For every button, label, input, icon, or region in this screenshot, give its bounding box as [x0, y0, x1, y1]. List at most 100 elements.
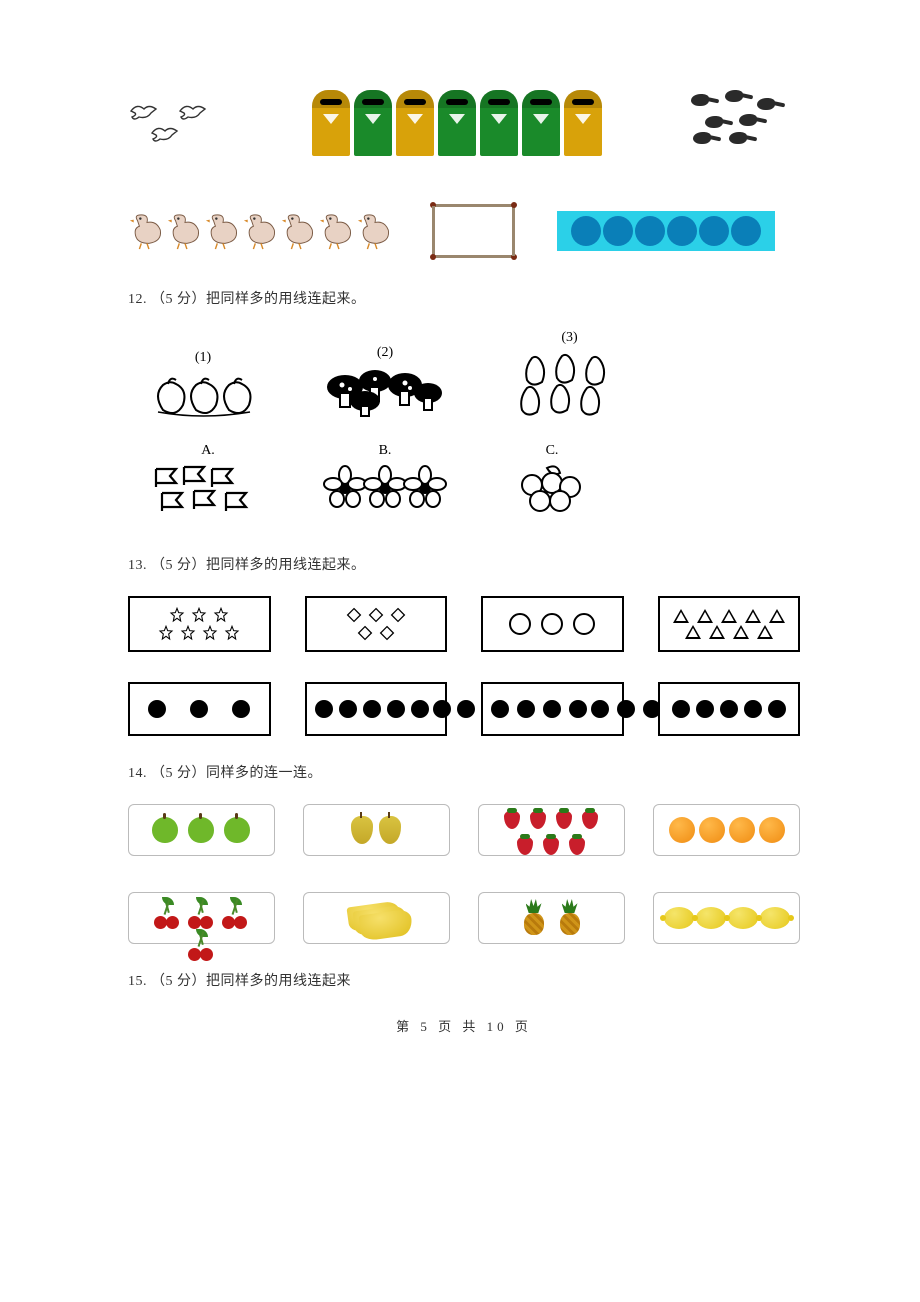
star-icon — [180, 625, 196, 641]
triangle-icon — [709, 625, 725, 639]
circle-icon — [541, 613, 563, 635]
triangle-icon — [757, 625, 773, 639]
q14-lemons — [653, 892, 800, 944]
duck-icon — [242, 211, 280, 251]
pears-icon — [512, 350, 627, 425]
q12-label-2: (2) — [320, 345, 450, 361]
tadpole-icon — [725, 90, 743, 102]
duck-icon — [280, 211, 318, 251]
strawberry-icon — [504, 811, 520, 829]
flags-icon — [148, 463, 268, 523]
dot-icon — [148, 700, 166, 718]
strawberry-icon — [517, 837, 533, 855]
tadpole-icon — [705, 116, 723, 128]
star-icon — [202, 625, 218, 641]
q13-dots-3 — [128, 682, 271, 736]
triangle-icon — [745, 609, 761, 623]
q12-label-3: (3) — [512, 330, 627, 346]
q13-body: 把同样多的用线连起来。 — [206, 558, 366, 573]
q14-bananas — [303, 892, 450, 944]
circle-icon — [603, 216, 633, 246]
triangle-icon — [697, 609, 713, 623]
q12-label-1: (1) — [148, 350, 258, 366]
dot-icon — [190, 700, 208, 718]
q14-oranges — [653, 804, 800, 856]
banana-icon — [360, 912, 412, 938]
q15-number: 15. — [128, 974, 147, 989]
q12-text: 12. （5 分）把同样多的用线连起来。 — [128, 288, 800, 308]
circle-icon — [699, 216, 729, 246]
q13-top-row — [128, 596, 800, 652]
q12-label-a: A. — [148, 443, 268, 459]
tadpole-icon — [729, 132, 747, 144]
duck-icon — [356, 211, 394, 251]
q12-item-a: A. — [148, 443, 268, 523]
grapes-icon — [502, 463, 602, 528]
mushrooms-icon — [320, 365, 450, 425]
q12-item-2: (2) — [320, 345, 450, 425]
page-footer: 第 5 页 共 10 页 — [128, 1016, 800, 1035]
dot-icon — [617, 700, 635, 718]
bird-icon — [150, 123, 180, 145]
q14-number: 14. — [128, 766, 147, 781]
q13-dots-7 — [481, 682, 624, 736]
triangle-icon — [685, 625, 701, 639]
dot-icon — [363, 700, 381, 718]
q14-body: 同样多的连一连。 — [206, 766, 322, 781]
orange-icon — [729, 817, 755, 843]
pineapple-icon — [558, 901, 582, 935]
dot-icon — [517, 700, 535, 718]
bins-group — [310, 90, 604, 156]
bird-icon — [178, 101, 208, 123]
lemon-icon — [696, 907, 726, 929]
dot-icon — [433, 700, 451, 718]
q12-label-c: C. — [502, 443, 602, 459]
dot-icon — [315, 700, 333, 718]
star-icon — [158, 625, 174, 641]
star-icon — [169, 607, 185, 623]
q11-row1 — [128, 88, 800, 158]
diamond-icon — [390, 607, 406, 623]
dot-icon — [744, 700, 762, 718]
trashbin-icon — [438, 90, 476, 156]
q13-number: 13. — [128, 558, 147, 573]
dot-icon — [457, 700, 475, 718]
cherry-icon — [154, 899, 182, 929]
ducks-group — [128, 211, 394, 251]
pineapple-icon — [522, 901, 546, 935]
star-icon — [224, 625, 240, 641]
circle-icon — [509, 613, 531, 635]
cyan-circles-strip — [557, 211, 775, 251]
trashbin-icon — [354, 90, 392, 156]
dot-icon — [411, 700, 429, 718]
orange-icon — [759, 817, 785, 843]
duck-icon — [166, 211, 204, 251]
triangle-icon — [769, 609, 785, 623]
tadpoles-group — [685, 88, 800, 158]
flowers-icon — [320, 463, 450, 518]
dot-icon — [232, 700, 250, 718]
q12-bottom-row: A. B. — [128, 443, 800, 528]
orange-icon — [699, 817, 725, 843]
circle-icon — [731, 216, 761, 246]
circle-icon — [573, 613, 595, 635]
dot-icon — [543, 700, 561, 718]
apple-icon — [188, 817, 214, 843]
triangle-icon — [721, 609, 737, 623]
q13-box-triangles — [658, 596, 801, 652]
q13-bottom-row — [128, 682, 800, 736]
q13-box-stars — [128, 596, 271, 652]
q12-item-c: C. — [502, 443, 602, 528]
q14-pears — [303, 804, 450, 856]
q12-number: 12. — [128, 292, 147, 307]
q15-body: 把同样多的用线连起来 — [206, 974, 351, 989]
lemon-icon — [760, 907, 790, 929]
strawberry-icon — [569, 837, 585, 855]
dot-icon — [720, 700, 738, 718]
strawberry-icon — [543, 837, 559, 855]
circle-icon — [635, 216, 665, 246]
lemon-icon — [664, 907, 694, 929]
cherry-icon — [222, 899, 250, 929]
duck-icon — [204, 211, 242, 251]
dot-icon — [491, 700, 509, 718]
